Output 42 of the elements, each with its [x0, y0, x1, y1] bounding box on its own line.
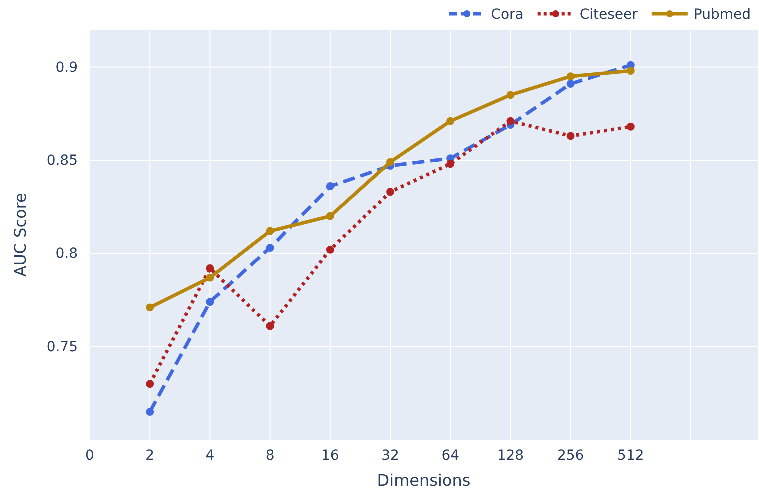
- point: [146, 408, 154, 416]
- x-tick-label: 4: [206, 448, 215, 464]
- x-axis-title: Dimensions: [377, 471, 471, 490]
- point: [206, 264, 214, 273]
- legend-label: Citeseer: [580, 7, 638, 23]
- y-axis-title: AUC Score: [11, 193, 30, 277]
- x-tick-label: 32: [382, 448, 400, 464]
- legend-label: Cora: [491, 7, 524, 23]
- point: [386, 188, 394, 196]
- x-tick-label: 64: [442, 448, 460, 464]
- y-tick-label: 0.75: [46, 339, 78, 356]
- point: [206, 274, 214, 282]
- legend-label: Pubmed: [694, 7, 751, 23]
- point: [446, 160, 455, 168]
- point: [266, 322, 274, 330]
- x-tick-label: 512: [618, 448, 644, 464]
- point: [446, 117, 455, 126]
- x-tick-label: 128: [497, 448, 524, 464]
- x-tick-label: 2: [146, 448, 155, 464]
- point: [506, 117, 515, 126]
- x-tick-label: 256: [557, 448, 584, 464]
- point: [266, 227, 274, 236]
- y-tick-label: 0.85: [46, 152, 78, 169]
- x-tick-label: 0: [86, 448, 94, 464]
- point: [146, 380, 154, 388]
- point: [626, 122, 635, 131]
- point: [326, 212, 334, 220]
- x-tick-label: 8: [266, 448, 275, 464]
- point: [386, 158, 394, 166]
- point: [566, 72, 575, 81]
- point: [326, 246, 334, 254]
- y-tick-label: 0.9: [56, 60, 78, 76]
- point: [566, 80, 575, 88]
- point: [566, 132, 575, 140]
- point: [146, 304, 154, 312]
- y-tick-label: 0.8: [56, 246, 78, 262]
- point: [266, 244, 274, 252]
- point: [326, 182, 334, 191]
- point: [626, 67, 635, 75]
- x-tick-label: 16: [321, 448, 340, 464]
- point: [506, 91, 515, 100]
- point: [206, 298, 214, 306]
